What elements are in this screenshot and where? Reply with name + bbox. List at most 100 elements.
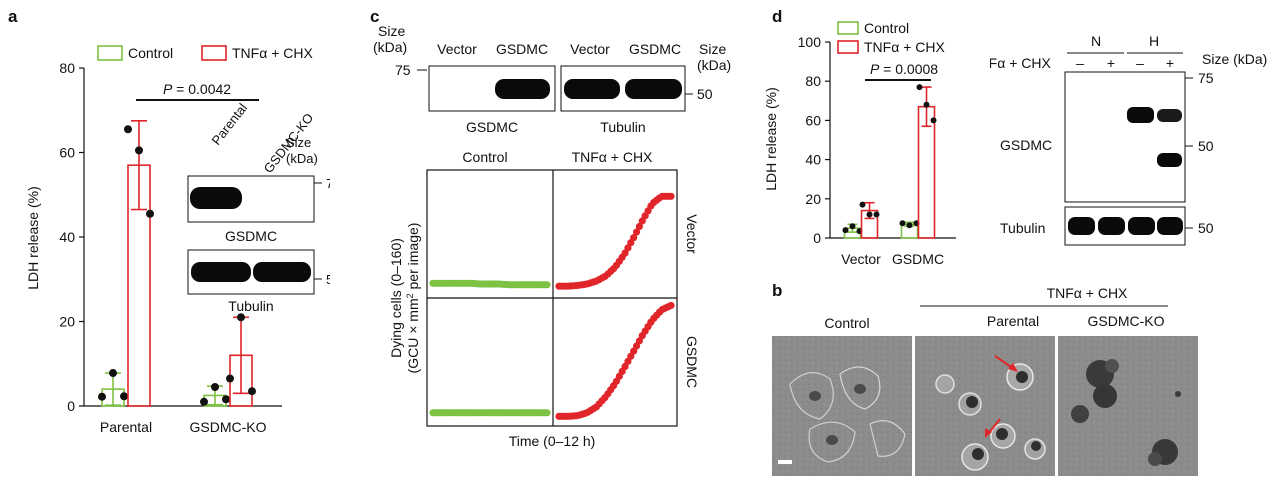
legend-control-label: Control xyxy=(864,20,909,36)
legend-control-swatch xyxy=(97,45,123,61)
data-point xyxy=(222,395,230,404)
y-tick-label: 60 xyxy=(59,145,75,161)
tubulin-blot-band-2 xyxy=(625,79,682,99)
data-point xyxy=(146,209,154,218)
micrograph-gsdmc-ko xyxy=(1058,336,1198,476)
p-value: P = 0.0042 xyxy=(163,81,231,97)
p-value: P = 0.0008 xyxy=(870,61,938,77)
data-point xyxy=(906,222,913,229)
treatment-label: TNFα + CHX xyxy=(990,55,1051,71)
dying-cell-curves xyxy=(429,192,675,420)
blot-size-unit-right: (kDa) xyxy=(697,57,731,73)
group-label-h: H xyxy=(1149,33,1159,49)
data-point xyxy=(859,201,866,208)
y-tick-label: 20 xyxy=(59,314,75,330)
data-point xyxy=(842,227,849,234)
blot-lane-gsdmc-2: GSDMC xyxy=(629,41,681,57)
tubulin-band-2 xyxy=(1098,217,1125,235)
column-label-control: Control xyxy=(462,149,507,165)
data-point xyxy=(930,117,937,124)
gsdmc-band-full-2 xyxy=(1157,109,1182,122)
data-point xyxy=(899,220,906,227)
legend-treat-swatch xyxy=(837,40,859,54)
curve-point xyxy=(630,234,638,242)
tubulin-blot-band-1 xyxy=(564,79,620,99)
gsdmc-blot-band xyxy=(495,79,550,99)
sign-lane-1: – xyxy=(1076,55,1084,71)
blot-size-header: Size xyxy=(378,23,405,39)
panel-b-label: b xyxy=(772,281,782,300)
panel-e: e N H TNFα + CHX – + – + Size (kDa) 75 5… xyxy=(990,33,1267,246)
y-tick-label: 0 xyxy=(813,230,821,246)
tubulin-band-1 xyxy=(1068,217,1095,235)
inset-tubulin-band-2 xyxy=(253,262,311,282)
legend-treat-label: TNFα + CHX xyxy=(864,39,945,55)
gsdmc-blot-label: GSDMC xyxy=(466,119,518,135)
data-point xyxy=(873,211,880,218)
bars xyxy=(842,84,937,239)
micrograph-parental xyxy=(915,336,1055,476)
curve-point xyxy=(667,301,675,310)
sign-lane-3: – xyxy=(1136,55,1144,71)
blot-size-unit: (kDa) xyxy=(373,39,407,55)
size-header: Size (kDa) xyxy=(1202,51,1267,67)
y-tick-label: 0 xyxy=(67,398,75,414)
data-point xyxy=(916,84,923,91)
image-label-control: Control xyxy=(824,315,869,331)
image-label-parental: Parental xyxy=(987,313,1039,329)
blot-lane-vector-2: Vector xyxy=(570,41,610,57)
inset-size-header: Size xyxy=(286,135,311,150)
panel-a: a Control TNFα + CHX LDH release (%) 0 20… xyxy=(8,7,330,435)
sign-lane-2: + xyxy=(1107,55,1115,71)
y-tick-label: 40 xyxy=(805,152,821,168)
curve-x-label: Time (0–12 h) xyxy=(509,433,596,449)
inset-lane-parental: Parental xyxy=(209,100,251,147)
marker-50: 50 xyxy=(1198,138,1214,154)
curve-point xyxy=(667,192,675,200)
legend-treat-swatch xyxy=(201,45,227,61)
marker-75: 75 xyxy=(1198,70,1214,86)
category-label-parental: Parental xyxy=(100,419,152,435)
data-point xyxy=(237,313,245,322)
treatment-header: TNFα + CHX xyxy=(1047,285,1128,301)
gsdmc-band-full-1 xyxy=(1127,107,1154,123)
inset-marker-50: 50 xyxy=(326,272,330,287)
panel-d: d Control TNFα + CHX LDH release (%) 0 20… xyxy=(763,7,956,267)
legend-control-label: Control xyxy=(128,45,173,61)
data-point xyxy=(923,101,930,108)
inset-gsdmc-label: GSDMC xyxy=(225,228,277,244)
legend-treat-label: TNFα + CHX xyxy=(232,45,313,61)
y-tick-label: 100 xyxy=(798,34,822,50)
blot-lane-vector-1: Vector xyxy=(437,41,477,57)
gsdmc-blot xyxy=(1064,71,1186,203)
data-point xyxy=(200,397,208,406)
curve-point xyxy=(543,409,551,417)
row-label-vector: Vector xyxy=(684,214,700,254)
curve-y-label-1: Dying cells (0–160) xyxy=(388,238,404,358)
category-label-gsdmc: GSDMC xyxy=(892,251,944,267)
tubulin-band-3 xyxy=(1128,217,1155,235)
panel-b: b TNFα + CHX Control Parental GSDMC-KO xyxy=(772,281,1198,476)
blot-lane-gsdmc-1: GSDMC xyxy=(496,41,548,57)
sign-lane-4: + xyxy=(1166,55,1174,71)
row-label-gsdmc: GSDMC xyxy=(684,336,700,388)
blot-label-tubulin: Tubulin xyxy=(1000,220,1045,236)
curve-y-label-2: (GCU × mm2 per image) xyxy=(405,223,421,374)
image-label-gsdmc-ko: GSDMC-KO xyxy=(1088,313,1165,329)
column-label-treat: TNFα + CHX xyxy=(572,149,653,165)
blot-label-gsdmc: GSDMC xyxy=(1000,137,1052,153)
panel-d-label: d xyxy=(772,7,782,26)
scale-bar xyxy=(778,460,792,464)
marker-50b: 50 xyxy=(1198,220,1214,236)
curve-point xyxy=(632,228,641,236)
inset-size-unit: (kDa) xyxy=(286,151,318,166)
data-point xyxy=(120,392,128,401)
micrograph-control xyxy=(772,336,912,476)
data-point xyxy=(226,374,234,383)
y-ticks: 0 20 40 60 80 100 xyxy=(798,34,830,246)
panel-c: c Size (kDa) Vector GSDMC Vector GSDMC S… xyxy=(370,7,731,449)
y-tick-label: 80 xyxy=(59,60,75,76)
inset-tubulin-band-1 xyxy=(191,262,251,282)
data-point xyxy=(866,211,873,218)
inset-gsdmc-band xyxy=(190,187,242,209)
